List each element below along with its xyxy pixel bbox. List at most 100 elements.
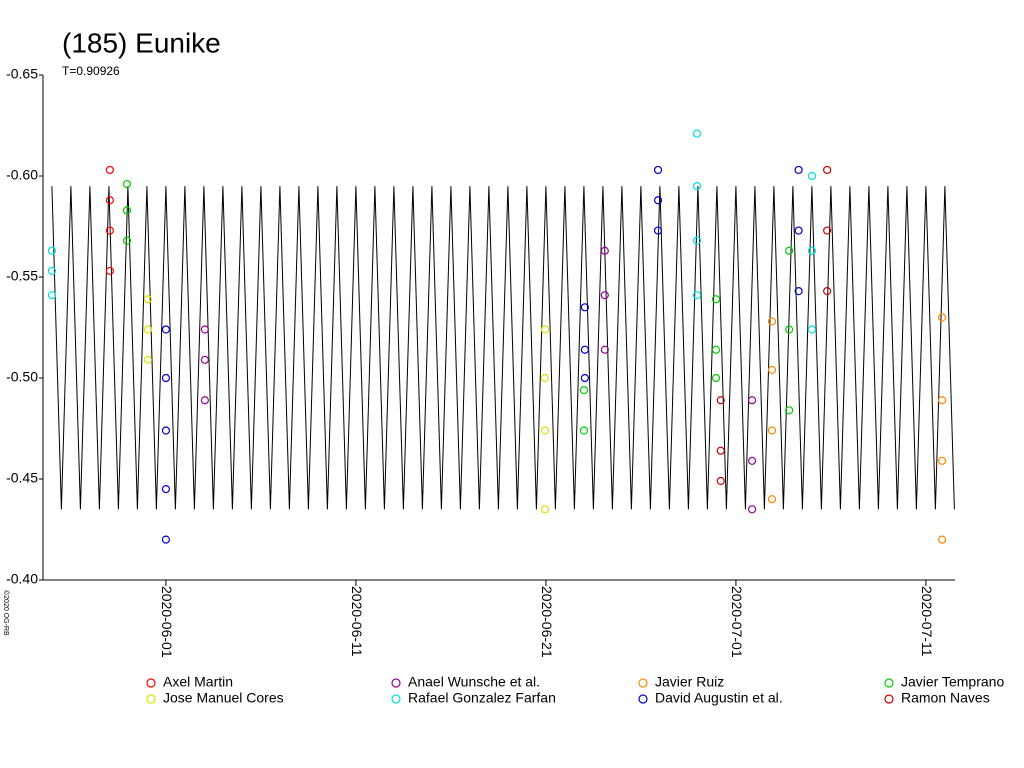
data-point [807, 325, 817, 334]
x-tick-label: 2020-07-01 [729, 586, 745, 658]
data-point [200, 325, 209, 334]
data-point [767, 317, 777, 326]
data-point [161, 373, 171, 383]
legend-marker [391, 694, 401, 704]
data-point [653, 196, 663, 205]
data-point [200, 396, 209, 405]
data-point [785, 325, 794, 334]
data-point [47, 246, 57, 255]
data-point [600, 291, 609, 300]
legend-label: David Augustin et al. [655, 690, 783, 706]
data-point [200, 355, 209, 364]
data-point [794, 226, 803, 235]
data-point [161, 535, 171, 544]
data-point [580, 303, 589, 312]
chart-subtitle: T=0.90926 [62, 64, 120, 78]
data-point [785, 246, 794, 255]
data-point [785, 406, 794, 415]
y-tick-label: -0.60 [6, 167, 38, 183]
data-point [161, 426, 171, 435]
data-point [600, 246, 609, 255]
data-point [540, 505, 550, 514]
data-point [807, 171, 817, 181]
y-tick-label: -0.65 [6, 66, 38, 82]
legend-label: Rafael Gonzalez Farfan [408, 690, 556, 706]
data-point [540, 325, 550, 334]
data-point [122, 179, 132, 189]
data-point [716, 476, 725, 486]
data-point [105, 196, 114, 205]
data-point [579, 426, 589, 435]
data-point [747, 396, 757, 405]
data-point [807, 246, 817, 255]
data-point [747, 505, 757, 514]
legend-label: Axel Martin [163, 674, 233, 690]
data-point [105, 226, 114, 235]
legend-label: Javier Ruiz [655, 674, 724, 690]
data-point [122, 236, 132, 245]
legend-marker [391, 678, 401, 688]
data-point [937, 456, 947, 465]
legend-marker [146, 678, 156, 688]
data-point [692, 291, 702, 300]
data-point [747, 456, 757, 465]
data-point [143, 355, 152, 364]
data-point [540, 426, 550, 435]
legend-marker [638, 694, 648, 704]
y-tick-label: -0.50 [6, 369, 38, 385]
data-point [143, 295, 152, 304]
data-point [161, 325, 171, 334]
data-point [711, 373, 721, 383]
data-point [143, 325, 152, 334]
data-point [937, 313, 947, 322]
data-point [579, 386, 589, 395]
data-point [105, 165, 114, 175]
data-point [653, 165, 663, 175]
data-point [794, 287, 803, 296]
y-tick-label: -0.55 [6, 268, 38, 284]
data-point [711, 295, 721, 304]
data-point [823, 287, 832, 296]
x-tick-label: 2020-06-01 [159, 586, 175, 658]
x-tick-label: 2020-06-11 [349, 586, 365, 657]
data-point [794, 165, 803, 175]
x-tick-label: 2020-06-21 [539, 586, 555, 658]
data-point [161, 485, 171, 494]
x-tick-label: 2020-07-11 [919, 586, 935, 657]
y-tick-label: -0.45 [6, 470, 38, 486]
legend-label: Ramon Naves [901, 690, 990, 706]
data-point [47, 291, 57, 300]
data-point [937, 396, 947, 405]
data-point [716, 396, 725, 405]
data-point [767, 365, 777, 375]
data-point [653, 226, 663, 235]
legend-label: Jose Manuel Cores [163, 690, 284, 706]
data-point [580, 373, 589, 383]
legend-marker [638, 678, 648, 688]
data-point [105, 266, 114, 276]
legend-marker [146, 694, 156, 704]
data-point [47, 266, 57, 276]
data-point [823, 226, 832, 235]
legend-marker [884, 694, 894, 704]
copyright: ©2020 OG-RB [2, 590, 10, 636]
data-point [600, 345, 609, 354]
data-point [692, 129, 702, 138]
data-point [540, 373, 550, 383]
legend-marker [884, 678, 894, 688]
data-point [692, 236, 702, 245]
data-point [823, 165, 832, 175]
data-point [711, 345, 721, 354]
data-point [692, 182, 702, 191]
data-point [937, 535, 947, 544]
chart-title: (185) Eunike [62, 27, 221, 58]
data-point [767, 495, 777, 504]
legend-label: Javier Temprano [901, 674, 1004, 690]
y-tick-label: -0.40 [6, 571, 38, 587]
data-point [716, 446, 725, 455]
data-point [580, 345, 589, 354]
model-curve [51, 186, 955, 510]
legend-label: Anael Wunsche et al. [408, 674, 540, 690]
data-point [767, 426, 777, 435]
